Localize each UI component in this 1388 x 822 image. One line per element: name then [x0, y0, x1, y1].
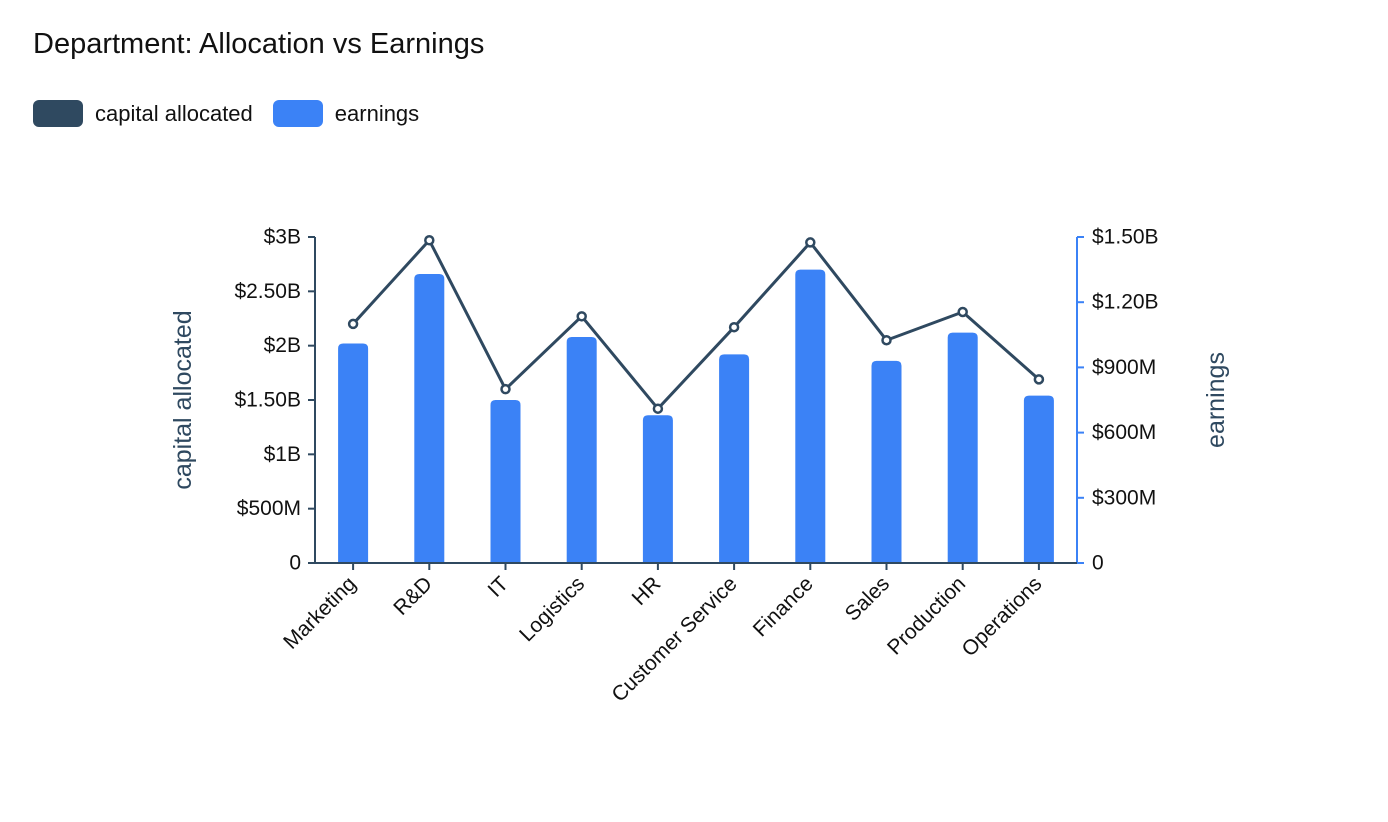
legend-item-capital-allocated[interactable]: capital allocated [33, 100, 253, 127]
left-tick-label: $3B [264, 226, 301, 249]
bar-sales [871, 360, 902, 563]
point-production [957, 306, 968, 318]
left-tick-label: $2B [264, 334, 301, 357]
bar-r-d [414, 273, 445, 563]
point-r-d [424, 235, 435, 246]
bar-marketing [338, 343, 369, 563]
left-tick-label: $2.50B [234, 280, 301, 303]
x-tick-label-it: IT [484, 572, 514, 602]
bar-customer-service [719, 354, 750, 563]
bar-logistics [566, 336, 597, 563]
right-tick-label: $1.50B [1092, 226, 1159, 249]
bar-it [490, 400, 521, 563]
bar-operations [1023, 395, 1054, 563]
point-operations [1033, 374, 1045, 385]
x-tick-label-logistics: Logistics [515, 572, 589, 646]
line-capital-allocated [351, 238, 1040, 411]
x-tick-label-marketing: Marketing [279, 572, 360, 653]
legend-label-capital-allocated: capital allocated [95, 100, 253, 126]
left-tick-label: $500M [237, 497, 301, 520]
point-logistics [576, 311, 587, 322]
x-tick-label-r-d: R&D [389, 572, 437, 620]
point-marketing [347, 318, 359, 330]
left-tick-label: $1.50B [234, 389, 301, 412]
right-tick-label: $600M [1092, 421, 1156, 444]
x-tick-label-finance: Finance [749, 572, 818, 641]
bar-production [947, 332, 978, 563]
chart-title: Department: Allocation vs Earnings [33, 28, 485, 60]
x-tick-label-production: Production [883, 572, 970, 659]
point-hr [652, 403, 664, 414]
right-tick-label: $1.20B [1092, 291, 1159, 314]
point-it [500, 383, 511, 395]
left-tick-label: $1B [264, 443, 301, 466]
x-tick-label-hr: HR [628, 572, 666, 610]
bar-finance [795, 269, 826, 563]
right-axis-title: earnings [1202, 352, 1230, 448]
legend: capital allocated earnings [33, 100, 439, 127]
bar-hr [642, 415, 673, 563]
legend-label-earnings: earnings [334, 100, 420, 126]
left-axis-title: capital allocated [169, 310, 197, 489]
point-sales [881, 334, 892, 346]
right-tick-label: $900M [1092, 356, 1156, 379]
x-tick-label-sales: Sales [841, 572, 894, 625]
left-tick-label: 0 [289, 552, 301, 575]
x-tick-label-operations: Operations [958, 572, 1047, 661]
right-tick-label: 0 [1092, 552, 1104, 575]
right-tick-label: $300M [1092, 486, 1156, 509]
x-tick-label-customer-service: Customer Service [607, 572, 741, 706]
point-finance [805, 237, 816, 248]
point-customer-service [728, 321, 740, 333]
legend-item-earnings[interactable]: earnings [272, 100, 420, 127]
legend-swatch-earnings [272, 100, 323, 127]
legend-swatch-capital-allocated [33, 100, 83, 127]
